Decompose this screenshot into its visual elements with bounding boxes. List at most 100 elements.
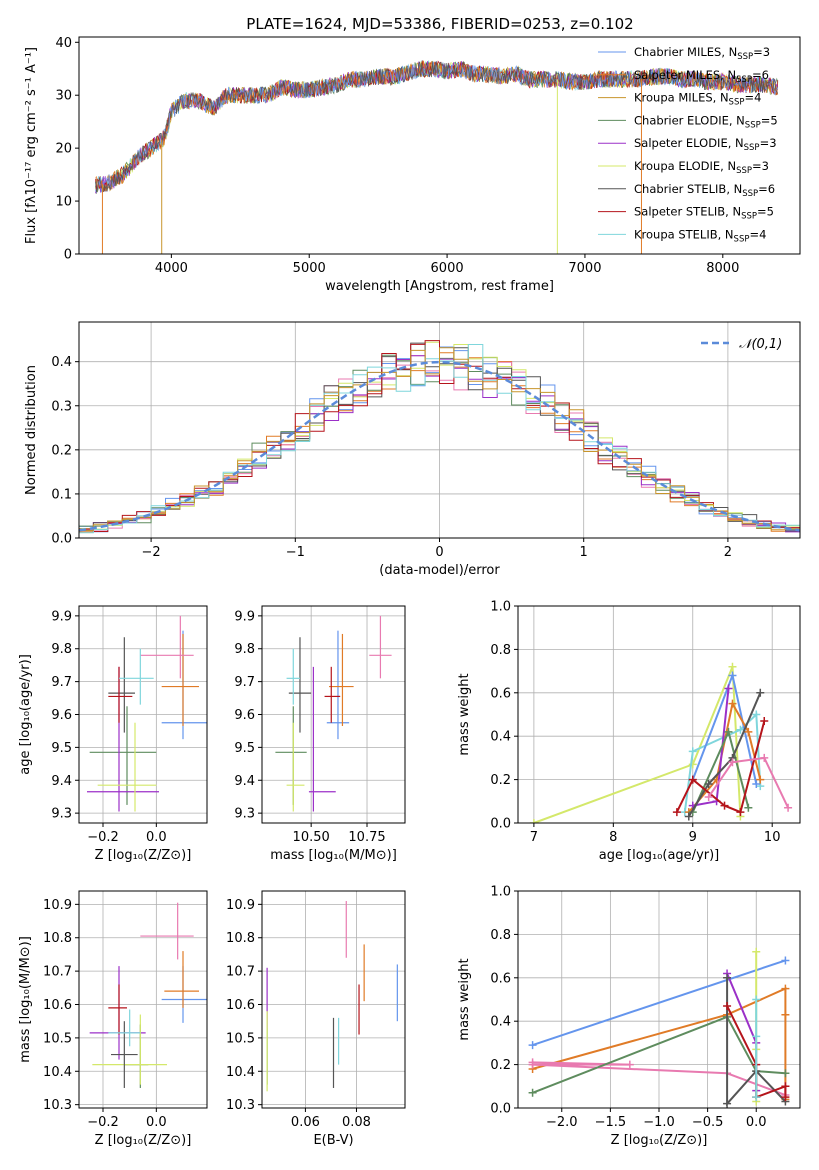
errorbar-point [140,902,194,960]
errorbar-point [119,648,154,705]
x-axis-label: Z [log₁₀(Z/Z⊙)] [611,1133,708,1148]
weight-series-line [726,973,758,1091]
plot-area [529,662,793,823]
x-tick-label: −1 [286,545,305,560]
weight-marker [688,775,697,784]
y-tick-label: 0.4 [490,1015,511,1030]
y-tick-label: 9.7 [51,675,72,690]
x-tick-label: 10.75 [348,830,385,845]
weight-series [752,995,761,1102]
y-tick-label: 0.8 [490,928,511,943]
y-tick-label: 0.4 [51,355,72,370]
y-tick-label: 0.0 [51,532,72,547]
legend-label: 𝒩(0,1) [739,337,782,352]
x-tick-label: 2 [724,545,732,560]
weight-marker [781,1010,790,1019]
x-tick-label: −0.2 [87,830,119,845]
legend-label: Kroupa STELIB, NSSP=4 [634,227,766,244]
errorbar-point [111,1021,138,1088]
weight-marker [756,775,765,784]
weight-marker [760,753,769,762]
y-tick-label: 10.4 [43,1065,72,1080]
x-tick-label: −2 [142,545,161,560]
x-tick-label: 0.08 [342,1115,371,1130]
x-tick-label: 7 [530,830,538,845]
weight-marker [720,801,729,810]
y-tick-label: 0.2 [490,773,511,788]
x-tick-label: −1.5 [595,1115,627,1130]
axes-frame [78,890,208,1109]
weight-marker [728,758,737,767]
weight-marker [704,779,713,788]
y-tick-label: 10.5 [43,1031,72,1046]
plot-area [87,615,207,812]
weight-marker [688,747,697,756]
plot-area [79,340,800,538]
weight-marker [728,662,737,671]
legend-label: Salpeter MILES, NSSP=6 [634,68,769,85]
y-tick-label: 0.6 [490,686,511,701]
x-axis-label: E(B-V) [313,1133,353,1148]
axes-frame [261,890,406,1109]
y-tick-label: 0.8 [490,643,511,658]
panel-mass-vs-Z: −0.2 0.0 10.3 10.4 10.5 10.6 10.7 10.8 10.9 Z [lo… [18,890,208,1148]
y-tick-label: 9.9 [234,609,255,624]
y-tick-label: 10.8 [43,931,72,946]
errorbar-point [124,1024,149,1088]
errorbar-point [286,648,300,705]
weight-marker [728,699,737,708]
x-tick-label: 8000 [706,261,739,276]
x-tick-label: 8 [609,830,617,845]
plot-area [275,615,392,812]
weight-series [688,684,733,810]
legend-item: Salpeter MILES, NSSP=6 [598,68,769,85]
x-tick-label: 10.50 [293,830,330,845]
y-tick-label: 10.3 [226,1098,255,1113]
x-axis-label: wavelength [Angstrom, rest frame] [325,279,554,294]
y-tick-label: 9.9 [51,609,72,624]
errorbar-point [326,630,350,740]
weight-marker [736,725,745,734]
errorbar-point [108,637,135,733]
histogram-legend: 𝒩(0,1) [701,337,782,352]
plot-area [266,901,398,1092]
x-tick-label: −0.2 [87,1115,119,1130]
weight-marker [724,727,733,736]
y-tick-label: 9.5 [234,741,255,756]
weight-marker [781,1082,790,1091]
y-tick-label: 10.6 [226,998,255,1013]
y-tick-label: 1.0 [490,600,511,615]
y-tick-label: 0.3 [51,399,72,414]
legend-item: Salpeter STELIB, NSSP=5 [598,205,774,222]
y-tick-label: 0.1 [51,487,72,502]
weight-series [688,727,753,817]
weight-marker [752,1032,761,1041]
weight-marker [684,812,693,821]
weight-marker [528,1088,537,1097]
y-tick-label: 0.2 [51,443,72,458]
weight-marker [625,1060,634,1069]
weight-marker [672,808,681,817]
x-axis-label: mass [log₁₀(M/M⊙)] [270,848,397,863]
x-axis-label: age [log₁₀(age/yr)] [599,848,720,863]
y-tick-label: 10.7 [226,965,255,980]
weight-marker [724,684,733,693]
weight-series-line [707,756,790,809]
y-tick-label: 10 [55,195,72,210]
y-tick-label: 9.4 [51,774,72,789]
weight-marker [781,1093,790,1102]
legend-item: Salpeter ELODIE, NSSP=3 [598,136,777,153]
weight-marker [736,808,745,817]
y-tick-label: 0.2 [490,1058,511,1073]
x-tick-label: 6000 [431,261,464,276]
panel-age-vs-mass: 10.50 10.75 9.3 9.4 9.5 9.6 9.7 9.8 9.9 mass [log… [234,605,406,863]
weight-marker [752,710,761,719]
errorbar-point [329,633,354,727]
errorbar-point [161,966,207,1023]
legend-item: Chabrier MILES, NSSP=3 [598,45,770,62]
weight-marker [723,973,732,982]
y-tick-label: 10.9 [226,898,255,913]
y-axis-label: mass weight [457,958,472,1040]
y-tick-label: 30 [55,89,72,104]
weight-series-line [532,1015,786,1094]
